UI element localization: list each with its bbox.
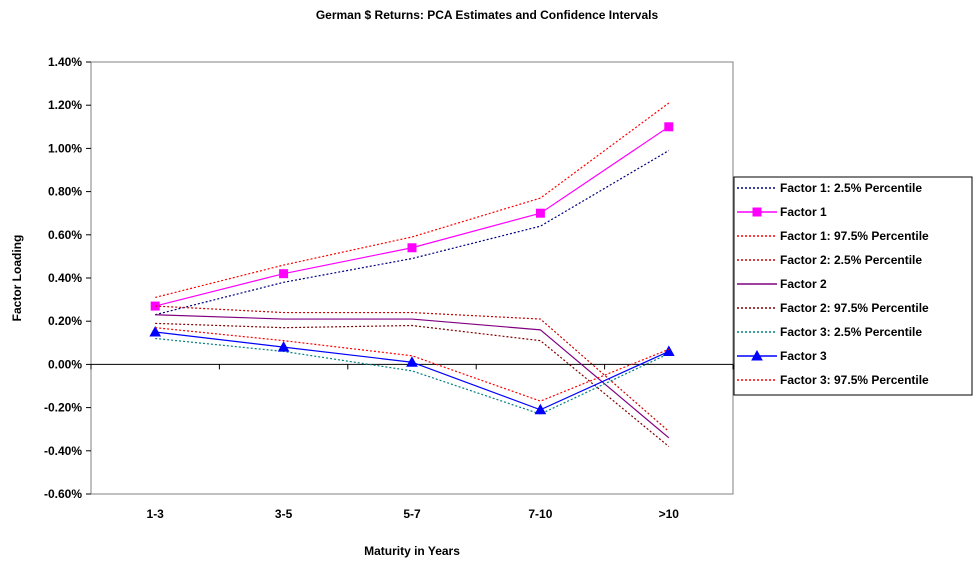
x-tick-label: 3-5 xyxy=(275,507,293,521)
x-tick-label: 5-7 xyxy=(403,507,421,521)
legend-box xyxy=(733,176,973,396)
x-tick-label: >10 xyxy=(659,507,680,521)
data-point xyxy=(535,208,545,218)
legend-label: Factor 1 xyxy=(780,205,827,219)
series-4 xyxy=(155,314,670,439)
y-tick-label: -0.40% xyxy=(44,444,82,458)
legend-item: Factor 2: 2.5% Percentile xyxy=(737,253,922,267)
legend-item: Factor 2: 97.5% Percentile xyxy=(737,301,929,315)
legend-label: Factor 2: 2.5% Percentile xyxy=(780,253,922,267)
y-tick-label: 0.00% xyxy=(48,357,82,371)
data-point xyxy=(279,269,289,279)
legend-item: Factor 1: 97.5% Percentile xyxy=(737,229,929,243)
y-tick-label: 0.80% xyxy=(48,185,82,199)
chart-title: German $ Returns: PCA Estimates and Conf… xyxy=(316,8,659,22)
series-0 xyxy=(155,150,670,316)
x-tick-label: 7-10 xyxy=(528,507,552,521)
series-line xyxy=(155,305,670,432)
series-3 xyxy=(155,305,670,432)
data-point xyxy=(407,243,417,253)
series-7 xyxy=(149,325,675,415)
legend-item: Factor 1: 2.5% Percentile xyxy=(737,181,922,195)
data-point xyxy=(277,341,290,352)
legend-label: Factor 3 xyxy=(780,349,827,363)
legend: Factor 1: 2.5% Percentile Factor 1 Factor … xyxy=(733,176,973,396)
legend-label: Factor 3: 97.5% Percentile xyxy=(780,373,929,387)
series-line xyxy=(155,327,670,402)
series-line xyxy=(155,102,670,299)
legend-item: Factor 3 xyxy=(737,349,827,363)
y-axis-label: Factor Loading xyxy=(10,235,24,322)
series-5 xyxy=(155,322,670,447)
series-line xyxy=(155,150,670,316)
y-tick-label: 0.40% xyxy=(48,271,82,285)
series-6 xyxy=(155,337,670,415)
x-tick-label: 1-3 xyxy=(147,507,165,521)
legend-marker xyxy=(751,349,763,361)
y-tick-label: 1.00% xyxy=(48,141,82,155)
x-axis-label: Maturity in Years xyxy=(364,544,460,558)
y-tick-label: -0.60% xyxy=(44,487,82,501)
legend-label: Factor 2 xyxy=(780,277,827,291)
legend-marker xyxy=(752,207,762,217)
legend-label: Factor 2: 97.5% Percentile xyxy=(780,301,929,315)
legend-label: Factor 1: 2.5% Percentile xyxy=(780,181,922,195)
data-point xyxy=(534,403,547,415)
legend-item: Factor 2 xyxy=(737,277,827,291)
data-point xyxy=(662,345,675,356)
series-line xyxy=(155,322,670,447)
y-tick-label: -0.20% xyxy=(44,401,82,415)
y-tick-label: 0.20% xyxy=(48,314,82,328)
data-point xyxy=(664,122,674,132)
series-line xyxy=(155,314,670,439)
x-axis: 1-3 3-5 5-7 7-10 >10 xyxy=(90,363,734,521)
legend-label: Factor 3: 2.5% Percentile xyxy=(780,325,922,339)
y-tick-label: 0.60% xyxy=(48,228,82,242)
series-line xyxy=(155,337,670,415)
y-tick-label: 1.40% xyxy=(48,55,82,69)
y-axis: -0.60% -0.40% -0.20% 0.00% 0.20% 0.40% 0.60% 0.… xyxy=(44,55,91,501)
data-point xyxy=(406,356,418,367)
legend-item: Factor 3: 97.5% Percentile xyxy=(737,373,929,387)
series-2 xyxy=(155,102,670,299)
series-8 xyxy=(155,327,670,402)
series-layer xyxy=(149,102,675,447)
y-tick-label: 1.20% xyxy=(48,98,82,112)
legend-label: Factor 1: 97.5% Percentile xyxy=(780,229,929,243)
data-point xyxy=(149,325,162,337)
legend-item: Factor 1 xyxy=(737,205,827,219)
legend-item: Factor 3: 2.5% Percentile xyxy=(737,325,922,339)
